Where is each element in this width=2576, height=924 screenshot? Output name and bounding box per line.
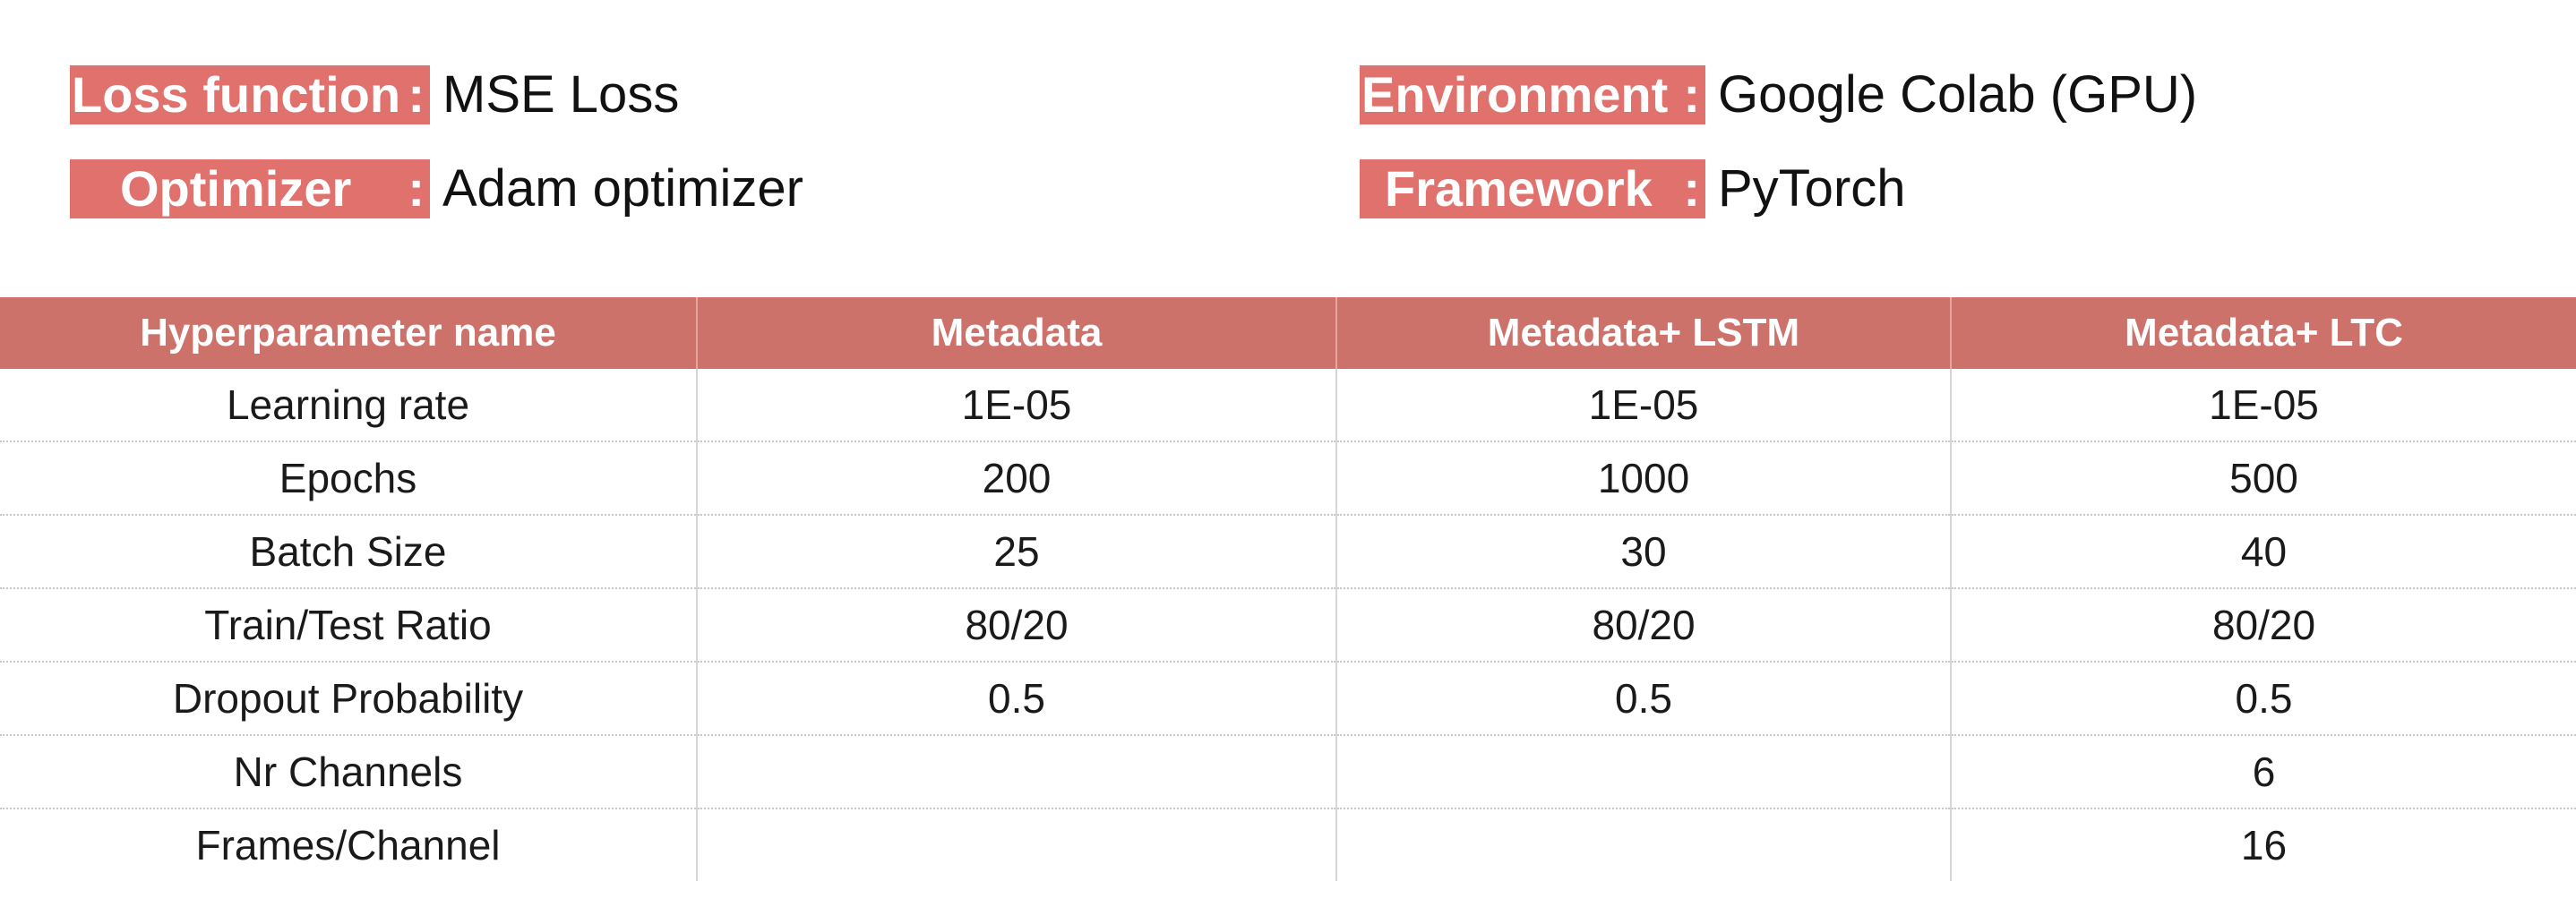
- table-row: Frames/Channel 16: [0, 808, 2576, 881]
- framework-setting: Framework : PyTorch: [1360, 159, 1906, 218]
- cell-metadata-lstm: 1E-05: [1335, 369, 1951, 442]
- table-header: Hyperparameter name Metadata Metadata+ L…: [0, 297, 2576, 369]
- hyperparameter-table: Hyperparameter name Metadata Metadata+ L…: [0, 297, 2576, 881]
- header-metadata-lstm: Metadata+ LSTM: [1335, 297, 1951, 369]
- loss-function-setting: Loss function : MSE Loss: [70, 65, 679, 124]
- loss-function-value: MSE Loss: [442, 65, 680, 124]
- header-hyperparameter-name: Hyperparameter name: [0, 297, 697, 369]
- cell-metadata-lstm: [1335, 735, 1951, 809]
- table-row: Train/Test Ratio 80/20 80/20 80/20: [0, 588, 2576, 663]
- table-body: Learning rate 1E-05 1E-05 1E-05 Epochs 2…: [0, 369, 2576, 881]
- cell-metadata-ltc: 40: [1950, 515, 2576, 589]
- table-row: Epochs 200 1000 500: [0, 441, 2576, 516]
- cell-metadata: 25: [696, 515, 1336, 589]
- table-row: Dropout Probability 0.5 0.5 0.5: [0, 662, 2576, 736]
- cell-metadata: [696, 735, 1336, 809]
- environment-label-text: Environment: [1361, 66, 1669, 123]
- cell-param-name: Nr Channels: [0, 735, 697, 809]
- cell-metadata-lstm: 80/20: [1335, 588, 1951, 663]
- cell-param-name: Frames/Channel: [195, 822, 501, 868]
- framework-label-text: Framework: [1385, 160, 1653, 217]
- loss-function-colon: :: [408, 66, 425, 123]
- optimizer-label: Optimizer :: [70, 159, 430, 218]
- environment-label: Environment :: [1360, 65, 1705, 124]
- cell-metadata-lstm: 30: [1335, 515, 1951, 589]
- environment-setting: Environment : Google Colab (GPU): [1360, 65, 2197, 124]
- cell-metadata-lstm: 0.5: [1335, 662, 1951, 736]
- environment-colon: :: [1683, 66, 1700, 123]
- header-metadata-ltc: Metadata+ LTC: [1950, 297, 2576, 369]
- loss-function-label: Loss function :: [70, 65, 430, 124]
- table-row: Learning rate 1E-05 1E-05 1E-05: [0, 369, 2576, 442]
- table-row: Batch Size 25 30 40: [0, 515, 2576, 589]
- framework-value: PyTorch: [1718, 159, 1906, 218]
- framework-label: Framework :: [1360, 159, 1705, 218]
- cell-metadata: [696, 808, 1336, 881]
- cell-param-name: Train/Test Ratio: [0, 588, 697, 663]
- environment-value: Google Colab (GPU): [1718, 65, 2198, 124]
- optimizer-setting: Optimizer : Adam optimizer: [70, 159, 803, 218]
- cell-metadata-ltc: 1E-05: [1950, 369, 2576, 442]
- header-metadata: Metadata: [696, 297, 1336, 369]
- cell-param-name: Batch Size: [0, 515, 697, 589]
- cell-metadata-ltc: 16: [1950, 808, 2576, 881]
- cell-metadata: 80/20: [696, 588, 1336, 663]
- optimizer-colon: :: [408, 160, 425, 217]
- cell-metadata-lstm: 1000: [1335, 441, 1951, 516]
- cell-param-name: Epochs: [0, 441, 697, 516]
- cell-metadata-ltc: 6: [1950, 735, 2576, 809]
- table-header-row: Hyperparameter name Metadata Metadata+ L…: [0, 297, 2576, 369]
- cell-metadata-ltc: 500: [1950, 441, 2576, 516]
- optimizer-label-text: Optimizer: [120, 160, 352, 217]
- optimizer-value: Adam optimizer: [442, 159, 803, 218]
- cell-metadata: 200: [696, 441, 1336, 516]
- framework-colon: :: [1683, 160, 1700, 217]
- cell-metadata: 1E-05: [696, 369, 1336, 442]
- cell-param-name: Dropout Probability: [0, 662, 697, 736]
- cell-metadata-ltc: 80/20: [1950, 588, 2576, 663]
- cell-metadata-ltc: 0.5: [1950, 662, 2576, 736]
- cell-metadata: 0.5: [696, 662, 1336, 736]
- cell-param-name: Learning rate: [0, 369, 697, 442]
- loss-function-label-text: Loss function: [72, 66, 401, 123]
- cell-metadata-lstm: [1335, 808, 1951, 881]
- table-row: Nr Channels 6: [0, 735, 2576, 809]
